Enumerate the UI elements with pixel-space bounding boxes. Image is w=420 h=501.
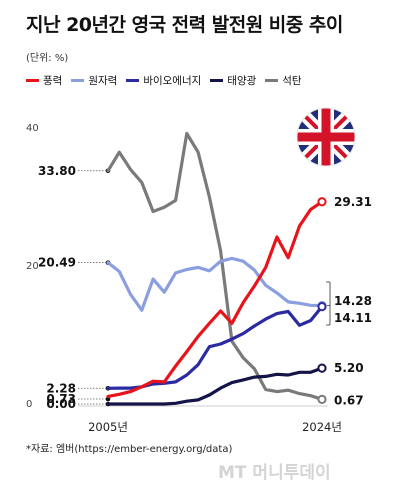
legend-swatch-solar — [210, 79, 224, 82]
legend-label-nuclear: 원자력 — [88, 75, 118, 87]
series-line-wind — [106, 200, 324, 398]
series-line-nuclear — [106, 256, 324, 312]
end-value-label-nuclear: 14.28 — [334, 294, 372, 308]
legend-swatch-coal — [265, 79, 279, 82]
x-tick-label-end: 2024년 — [302, 420, 342, 434]
legend-item-wind: 풍력 — [26, 73, 62, 88]
legend-item-nuclear: 원자력 — [71, 73, 117, 88]
end-value-label-solar: 5.20 — [334, 361, 364, 375]
legend-swatch-wind — [26, 79, 39, 82]
legend: 풍력 원자력 바이오에너지 태양광 석탄 — [26, 73, 302, 88]
y-tick-label-0: 0 — [26, 399, 32, 410]
legend-item-coal: 석탄 — [265, 73, 302, 88]
end-point-coal — [317, 394, 327, 404]
x-tick-label-start: 2005년 — [88, 420, 128, 434]
legend-swatch-bioenergy — [126, 79, 140, 82]
series-line-solar — [106, 366, 324, 406]
start-value-label-1: 20.49 — [38, 256, 76, 270]
end-point-wind — [317, 197, 327, 207]
end-label-bracket — [326, 281, 331, 326]
uk-flag-icon — [296, 107, 356, 167]
end-point-bioenergy — [317, 302, 327, 312]
legend-label-coal: 석탄 — [282, 75, 302, 87]
legend-label-bioenergy: 바이오에너지 — [143, 75, 202, 87]
unit-label: (단위: %) — [26, 53, 69, 64]
end-value-label-bioenergy: 14.11 — [334, 311, 372, 325]
y-tick-label-1: 20 — [26, 261, 39, 272]
start-value-label-2: 2.28 — [46, 381, 76, 395]
end-point-solar — [317, 363, 327, 373]
end-value-label-wind: 29.31 — [334, 195, 372, 209]
legend-label-solar: 태양광 — [227, 75, 257, 87]
start-value-label-3: 0.73 — [46, 392, 76, 406]
legend-swatch-nuclear — [71, 79, 85, 82]
end-value-label-coal: 0.67 — [334, 393, 364, 407]
chart-title: 지난 20년간 영국 전력 발전원 비중 추이 — [26, 14, 343, 36]
watermark: MT 머니투데이 — [218, 463, 331, 483]
start-value-label-0: 33.80 — [38, 164, 76, 178]
legend-item-bioenergy: 바이오에너지 — [126, 73, 201, 88]
legend-item-solar: 태양광 — [210, 73, 256, 88]
y-tick-label-2: 40 — [26, 123, 39, 134]
start-value-label-4: 0.00 — [46, 397, 76, 411]
legend-label-wind: 풍력 — [43, 75, 63, 87]
source-note: *자료: 엠버(https://ember-energy.org/data) — [26, 444, 233, 455]
series-line-coal — [106, 131, 324, 401]
